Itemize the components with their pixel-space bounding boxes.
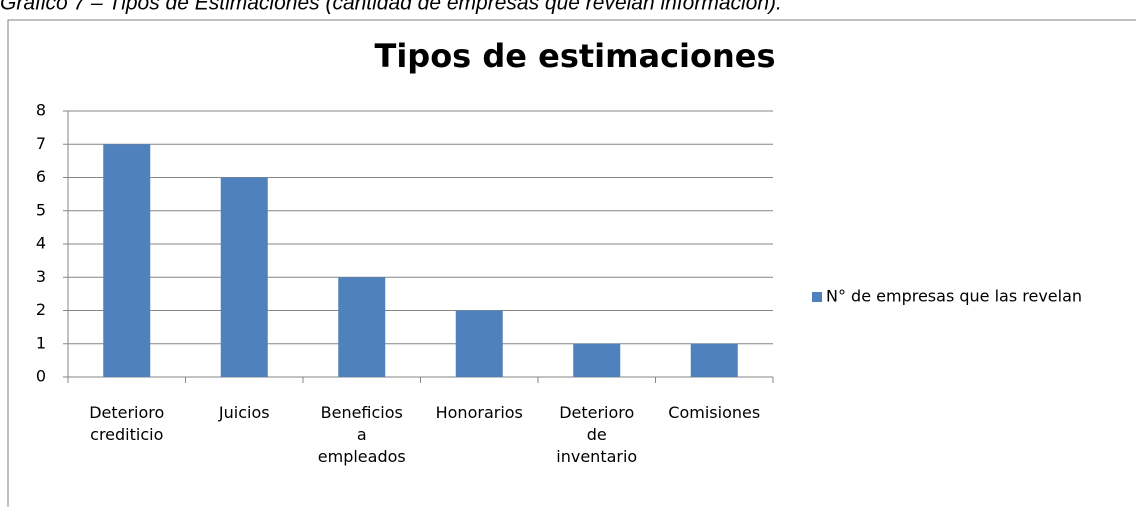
y-tick-label: 8 [36,101,46,120]
y-tick-label: 5 [36,200,46,219]
x-tick-label: Juicios [218,403,270,422]
y-tick-label: 0 [36,367,46,386]
y-tick-label: 4 [36,234,46,253]
y-tick-label: 6 [36,167,46,186]
y-tick-label: 1 [36,333,46,352]
x-tick-label: Honorarios [436,403,523,422]
chart-title: Tipos de estimaciones [374,37,775,75]
y-tick-label: 7 [36,134,46,153]
bar [573,343,621,377]
chart-frame [7,19,1136,507]
x-tick-label: Deterioro crediticio [89,403,164,444]
bar [103,144,151,377]
caption: Gráfico 7 – Tipos de Estimaciones (canti… [0,0,782,15]
bar [455,310,503,377]
bar [338,277,386,377]
y-tick-label: 2 [36,300,46,319]
x-tick-label: Comisiones [668,403,760,422]
y-tick-label: 3 [36,267,46,286]
x-tick-label: Beneficios a empleados [318,403,406,466]
legend-label: N° de empresas que las revelan [826,287,1082,306]
legend-swatch [812,292,822,302]
x-tick-label: Deterioro de inventario [556,403,637,466]
bar [690,343,738,377]
bar [220,177,268,377]
